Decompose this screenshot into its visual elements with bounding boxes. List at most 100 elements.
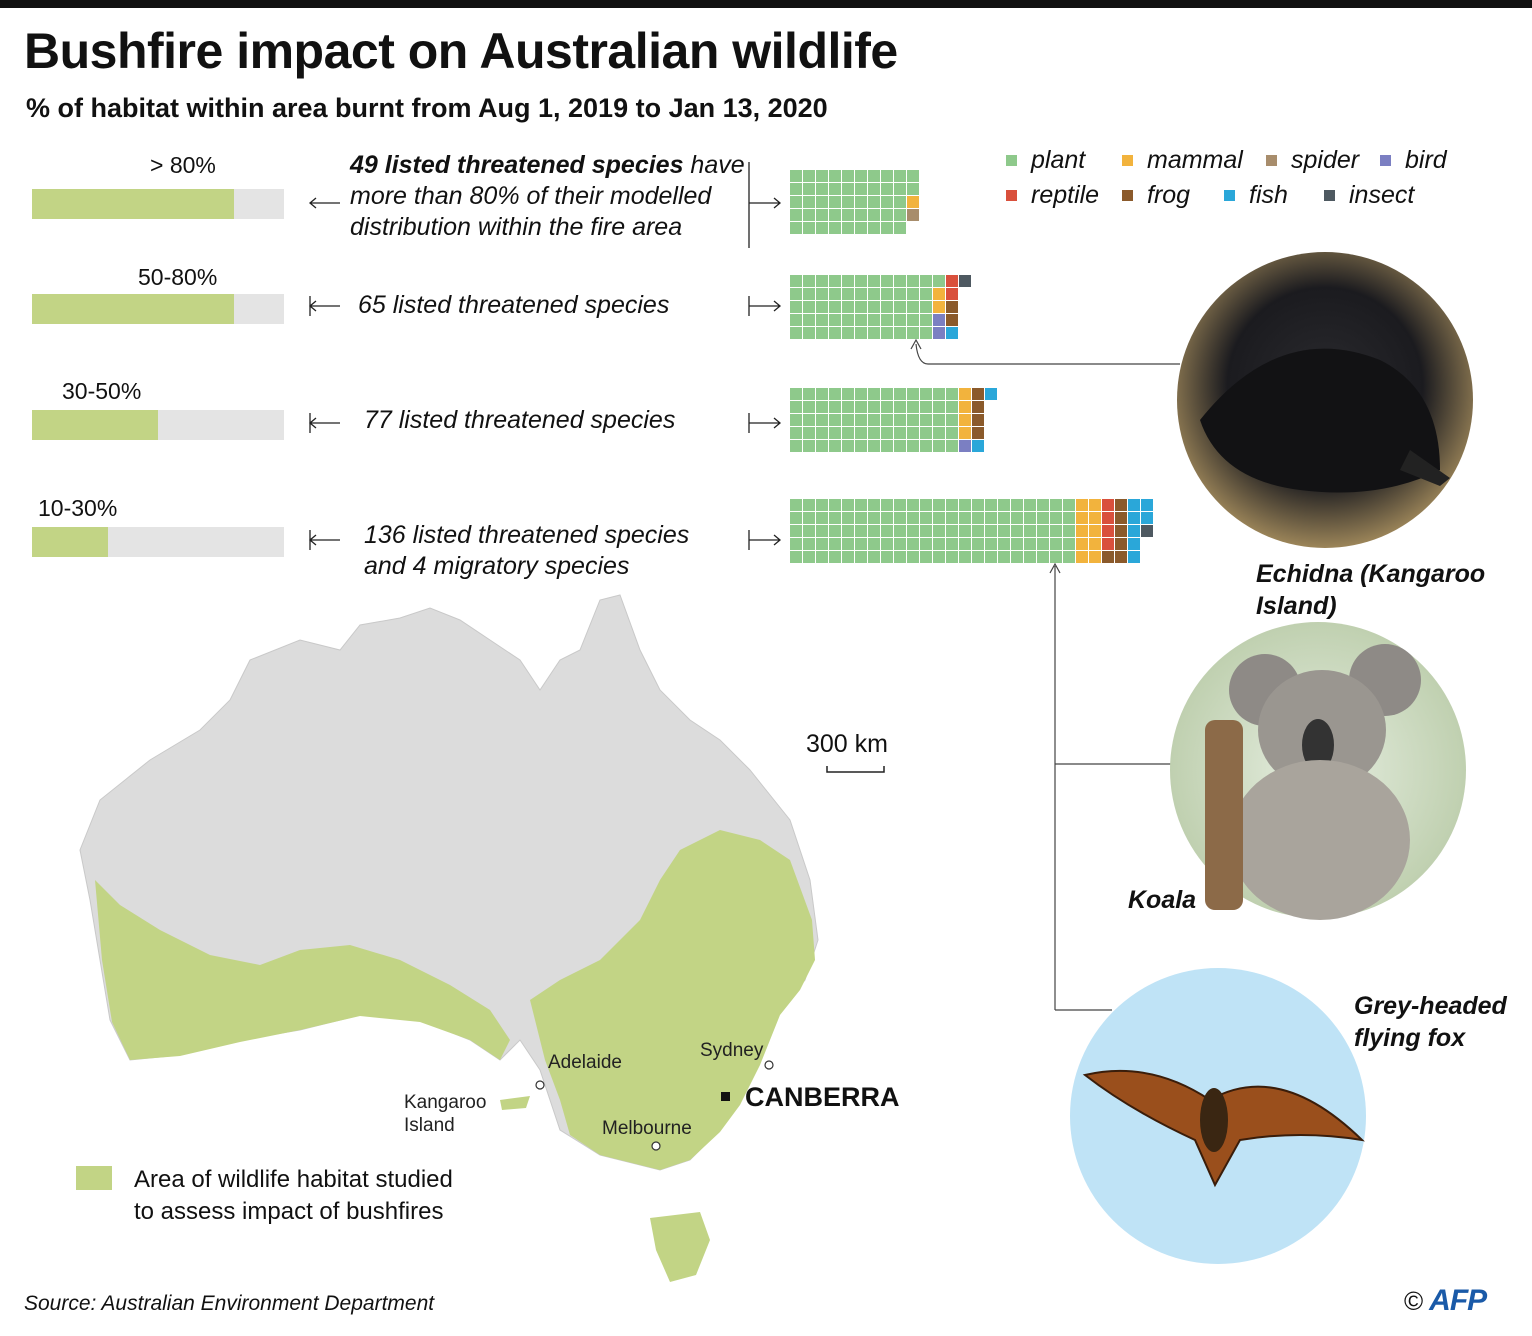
- waffle-cell-plant: [842, 499, 854, 511]
- legend-item-mammal: mammal: [1122, 146, 1243, 175]
- waffle-cell-plant: [946, 538, 958, 550]
- waffle-cell-fish: [946, 327, 958, 339]
- waffle-cell-plant: [816, 401, 828, 413]
- waffle-cell-mammal: [1089, 538, 1101, 550]
- band-label-10-30: 10-30%: [38, 495, 118, 521]
- waffle-cell-plant: [803, 512, 815, 524]
- waffle-cell-plant: [803, 327, 815, 339]
- waffle-cell-plant: [868, 414, 880, 426]
- waffle-cell-plant: [894, 401, 906, 413]
- waffle-cell-reptile: [1102, 499, 1114, 511]
- kangaroo-island-label-2: Island: [404, 1115, 455, 1136]
- waffle-cell-plant: [881, 288, 893, 300]
- waffle-cell-plant: [842, 314, 854, 326]
- waffle-cell-plant: [816, 209, 828, 221]
- waffle-cell-plant: [868, 196, 880, 208]
- legend-swatch: [1006, 190, 1017, 201]
- waffle-cell-plant: [842, 196, 854, 208]
- waffle-cell-plant: [790, 170, 802, 182]
- waffle-cell-frog: [972, 414, 984, 426]
- waffle-cell-mammal: [933, 301, 945, 313]
- waffle-cell-plant: [972, 499, 984, 511]
- waffle-cell-plant: [972, 525, 984, 537]
- waffle-cell-plant: [803, 301, 815, 313]
- waffle-cell-plant: [868, 222, 880, 234]
- legend-swatch: [1122, 190, 1133, 201]
- waffle-cell-plant: [790, 401, 802, 413]
- map-key-text: Area of wildlife habitat studied to asse…: [134, 1164, 453, 1228]
- legend-label: fish: [1249, 181, 1288, 209]
- habitat-bar: [32, 294, 234, 324]
- waffle-cell-mammal: [1076, 525, 1088, 537]
- melbourne-marker: [651, 1141, 661, 1151]
- waffle-cell-fish: [1141, 499, 1153, 511]
- waffle-cell-plant: [868, 388, 880, 400]
- waffle-cell-plant: [894, 170, 906, 182]
- echidna-caption: Echidna (Kangaroo Island): [1256, 558, 1485, 622]
- waffle-cell-mammal: [959, 427, 971, 439]
- waffle-cell-plant: [855, 170, 867, 182]
- legend-item-frog: frog: [1122, 181, 1190, 210]
- waffle-cell-plant: [881, 183, 893, 195]
- waffle-cell-plant: [803, 525, 815, 537]
- waffle-cell-plant: [842, 538, 854, 550]
- waffle-cell-plant: [790, 414, 802, 426]
- waffle-cell-plant: [894, 275, 906, 287]
- waffle-cell-plant: [816, 525, 828, 537]
- waffle-cell-plant: [855, 209, 867, 221]
- band-label-80-plus: > 80%: [150, 152, 216, 178]
- waffle-cell-plant: [868, 551, 880, 563]
- waffle-cell-plant: [790, 288, 802, 300]
- waffle-cell-fish: [972, 440, 984, 452]
- waffle-cell-reptile: [946, 275, 958, 287]
- waffle-cell-plant: [842, 170, 854, 182]
- australia-map: [79, 594, 819, 1282]
- caption-line: Koala: [1128, 886, 1197, 914]
- waffle-cell-frog: [972, 401, 984, 413]
- waffle-cell-plant: [1063, 525, 1075, 537]
- waffle-cell-plant: [816, 170, 828, 182]
- waffle-cell-plant: [803, 414, 815, 426]
- waffle-cell-plant: [881, 170, 893, 182]
- waffle-cell-plant: [816, 427, 828, 439]
- waffle-cell-plant: [842, 327, 854, 339]
- waffle-cell-mammal: [1076, 512, 1088, 524]
- waffle-cell-plant: [920, 388, 932, 400]
- waffle-cell-mammal: [1089, 499, 1101, 511]
- habitat-bar-track: [32, 294, 284, 324]
- waffle-cell-plant: [829, 499, 841, 511]
- waffle-cell-plant: [803, 551, 815, 563]
- city-adelaide: Adelaide: [548, 1052, 622, 1073]
- waffle-cell-plant: [894, 551, 906, 563]
- desc-line1: 77 listed threatened species: [364, 406, 676, 434]
- waffle-cell-plant: [868, 401, 880, 413]
- waffle-cell-plant: [985, 499, 997, 511]
- waffle-cell-plant: [842, 275, 854, 287]
- legend-item-plant: plant: [1006, 146, 1085, 175]
- waffle-cell-plant: [790, 314, 802, 326]
- waffle-cell-bird: [933, 327, 945, 339]
- desc-line1: 65 listed threatened species: [358, 291, 670, 319]
- waffle-cell-plant: [894, 499, 906, 511]
- waffle-cell-plant: [1037, 525, 1049, 537]
- waffle-cell-plant: [959, 512, 971, 524]
- waffle-cell-plant: [933, 499, 945, 511]
- waffle-cell-plant: [842, 288, 854, 300]
- caption-line: Grey-headed: [1354, 992, 1507, 1020]
- waffle-cell-plant: [894, 301, 906, 313]
- waffle-cell-plant: [881, 301, 893, 313]
- flyingfox-connector: [1049, 562, 1061, 1010]
- waffle-cell-plant: [907, 314, 919, 326]
- waffle-cell-plant: [920, 551, 932, 563]
- waffle-cell-plant: [803, 288, 815, 300]
- waffle-cell-plant: [881, 499, 893, 511]
- caption-line: Echidna (Kangaroo: [1256, 560, 1486, 588]
- kangaroo-island: [500, 1096, 530, 1110]
- waffle-cell-plant: [842, 401, 854, 413]
- waffle-cell-mammal: [1076, 538, 1088, 550]
- waffle-cell-plant: [1024, 512, 1036, 524]
- waffle-cell-plant: [1037, 551, 1049, 563]
- waffle-cell-frog: [1115, 551, 1127, 563]
- waffle-cell-frog: [946, 301, 958, 313]
- legend-item-fish: fish: [1224, 181, 1288, 210]
